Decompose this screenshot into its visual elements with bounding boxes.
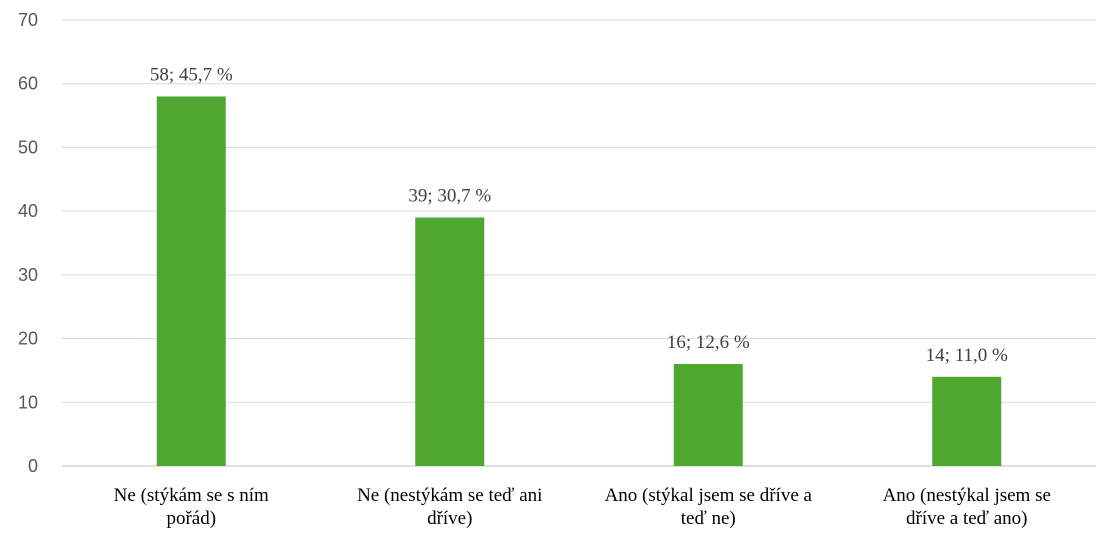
data-label: 14; 11,0 % (926, 345, 1008, 366)
x-tick-label: Ano (stýkal jsem se dříve a (605, 485, 813, 506)
y-tick-label: 70 (18, 10, 38, 30)
x-tick-label: Ano (nestýkal jsem se (883, 485, 1051, 506)
bar (156, 96, 226, 466)
bar (415, 217, 485, 466)
y-tick-label: 50 (18, 137, 38, 157)
data-label: 16; 12,6 % (667, 332, 750, 353)
x-tick-label: Ne (stýkám se s ním (114, 485, 269, 506)
x-tick-label: dříve) (427, 508, 472, 529)
y-tick-label: 10 (18, 392, 38, 412)
y-tick-label: 30 (18, 265, 38, 285)
x-tick-label: dříve a teď ano) (906, 508, 1027, 529)
bar (673, 364, 743, 466)
bar (932, 376, 1002, 466)
data-label: 39; 30,7 % (408, 186, 491, 207)
y-tick-label: 40 (18, 201, 38, 221)
y-tick-label: 20 (18, 329, 38, 349)
data-label: 58; 45,7 % (150, 64, 233, 85)
x-tick-label: pořád) (166, 508, 216, 529)
y-tick-label: 60 (18, 74, 38, 94)
x-tick-label: Ne (nestýkám se teď ani (357, 485, 542, 506)
y-tick-label: 0 (28, 456, 38, 476)
x-tick-label: teď ne) (681, 508, 736, 529)
